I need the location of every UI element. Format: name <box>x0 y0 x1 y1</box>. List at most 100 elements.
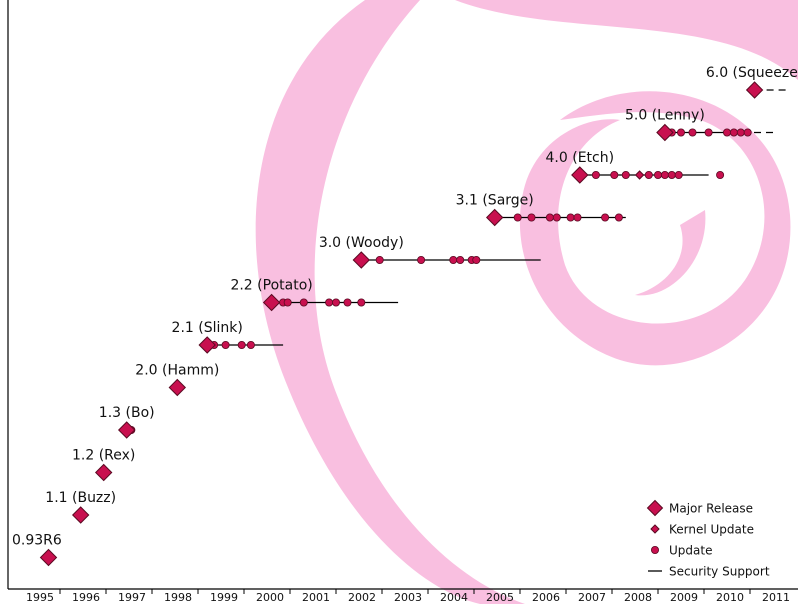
swirl-inner-tail <box>635 210 706 296</box>
update-point <box>357 298 366 307</box>
release-row: 3.1 (Sarge) <box>456 193 626 227</box>
update-point <box>299 298 308 307</box>
update-point <box>667 170 676 179</box>
update-point <box>644 170 653 179</box>
release-row: 1.1 (Buzz) <box>45 490 116 524</box>
release-label: 1.3 (Bo) <box>99 405 155 421</box>
release-label: 3.1 (Sarge) <box>456 193 534 209</box>
x-tick-label: 2005 <box>486 591 514 604</box>
release-label: 2.0 (Hamm) <box>135 363 219 379</box>
legend: Major Release Kernel Update Update Security… <box>646 499 770 579</box>
update-point <box>513 213 522 222</box>
legend-kernel-update-marker <box>650 524 660 534</box>
swirl-top-band <box>455 0 798 80</box>
update-point <box>343 298 352 307</box>
major-release-point <box>352 251 371 269</box>
update-point <box>237 340 246 349</box>
release-row: 5.0 (Lenny) <box>625 108 776 142</box>
update-point <box>566 213 575 222</box>
update-point <box>325 298 334 307</box>
update-point <box>283 298 292 307</box>
major-release-point <box>71 506 90 524</box>
major-release-point <box>485 208 504 227</box>
update-point <box>614 213 623 222</box>
update-point <box>246 340 255 349</box>
x-tick-label: 1998 <box>164 591 192 604</box>
update-point <box>660 170 669 179</box>
release-row: 2.1 (Slink) <box>172 320 284 354</box>
major-release-point <box>94 463 113 482</box>
legend-label: Security Support <box>669 565 770 579</box>
update-point <box>573 213 582 222</box>
legend-major-release-marker <box>646 499 664 517</box>
update-point <box>677 128 686 137</box>
x-tick-label: 2002 <box>348 591 376 604</box>
legend-label: Update <box>669 544 712 558</box>
legend-item: Major Release <box>646 499 753 517</box>
major-release-point <box>571 166 589 184</box>
x-tick-label: 2001 <box>302 591 330 604</box>
x-tick-label: 2000 <box>256 591 284 604</box>
release-row: 6.0 (Squeeze) <box>706 65 798 99</box>
update-point <box>723 128 732 137</box>
release-row: 3.0 (Woody) <box>319 235 541 269</box>
legend-update-marker <box>651 546 660 555</box>
update-point <box>449 255 458 264</box>
update-point <box>527 213 536 222</box>
legend-label: Major Release <box>669 502 753 516</box>
release-row: 4.0 (Etch) <box>546 150 725 184</box>
x-tick-label: 2008 <box>624 591 652 604</box>
update-point <box>729 128 738 137</box>
debian-swirl-watermark <box>255 0 798 604</box>
legend-item: Kernel Update <box>650 523 754 537</box>
x-tick-label: 2011 <box>762 591 790 604</box>
release-label: 2.2 (Potato) <box>230 278 312 294</box>
legend-label: Kernel Update <box>669 523 754 537</box>
legend-item: Update <box>651 544 712 558</box>
release-row: 1.3 (Bo) <box>99 405 155 439</box>
x-tick-label: 2003 <box>394 591 422 604</box>
release-row: 0.93R6 <box>12 533 62 567</box>
major-release-point <box>745 81 764 99</box>
update-point <box>601 213 610 222</box>
update-point <box>591 170 600 179</box>
major-release-point <box>117 421 136 439</box>
release-row: 1.2 (Rex) <box>72 448 135 482</box>
legend-item: Security Support <box>648 565 770 579</box>
x-tick-label: 2010 <box>716 591 744 604</box>
update-point <box>472 255 481 264</box>
major-release-point <box>262 293 281 312</box>
x-tick-label: 2006 <box>532 591 560 604</box>
update-point <box>688 128 697 137</box>
update-point <box>545 213 554 222</box>
kernel-update-point <box>634 170 645 180</box>
update-point <box>456 255 465 264</box>
major-release-point <box>168 378 187 397</box>
axes <box>7 0 798 590</box>
release-label: 4.0 (Etch) <box>546 150 615 166</box>
release-label: 3.0 (Woody) <box>319 235 404 251</box>
x-tick-label: 1999 <box>210 591 238 604</box>
update-point <box>674 170 683 179</box>
major-release-point <box>39 548 58 567</box>
release-label: 6.0 (Squeeze) <box>706 65 798 81</box>
update-point <box>621 170 630 179</box>
x-axis-ticks: 1995 1996 1997 1998 1999 2000 2001 2002 2003 2004… <box>26 589 790 604</box>
release-label: 1.1 (Buzz) <box>45 490 116 506</box>
major-release-point <box>656 123 674 142</box>
update-point <box>331 298 340 307</box>
update-point <box>704 128 713 137</box>
update-point <box>716 170 725 179</box>
x-tick-label: 2004 <box>440 591 468 604</box>
release-label: 1.2 (Rex) <box>72 448 135 464</box>
x-tick-label: 1996 <box>72 591 100 604</box>
swirl-outer-arc <box>255 0 525 604</box>
release-marks: 0.93R6 1.1 (Buzz) 1.2 (Rex) 1.3 (Bo) 2.0 (Ha… <box>12 65 798 567</box>
update-point <box>417 255 426 264</box>
major-release-point <box>198 336 216 354</box>
update-point <box>654 170 663 179</box>
release-row: 2.0 (Hamm) <box>135 363 219 397</box>
x-tick-label: 2009 <box>670 591 698 604</box>
release-label: 5.0 (Lenny) <box>625 108 705 124</box>
